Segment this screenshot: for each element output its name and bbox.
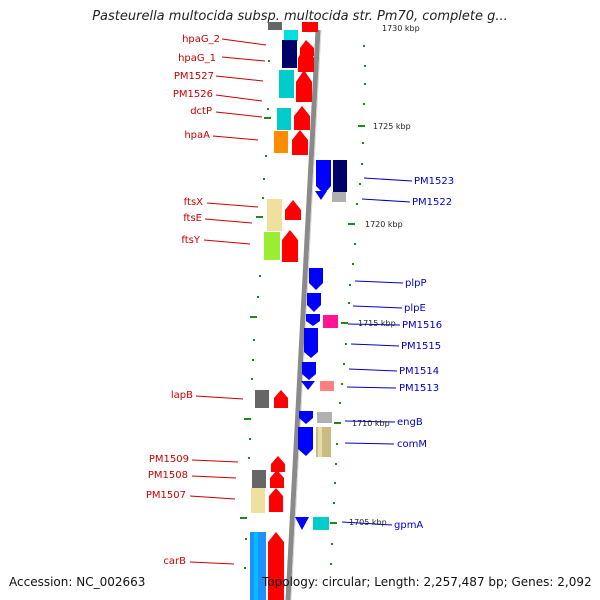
gene-blue-PM1516: [306, 314, 320, 326]
gene-label-hpaA: hpaA: [184, 130, 259, 141]
svg-text:lapB: lapB: [171, 390, 193, 401]
gene-label-plpP: plpP: [354, 278, 427, 289]
svg-text:PM1508: PM1508: [148, 470, 188, 481]
svg-text:ftsY: ftsY: [181, 235, 200, 246]
svg-text:PM1515: PM1515: [401, 341, 441, 352]
gene-label-PM1507: PM1507: [146, 490, 236, 501]
svg-text:PM1513: PM1513: [399, 383, 439, 394]
svg-text:plpP: plpP: [405, 278, 427, 289]
svg-text:PM1526: PM1526: [173, 89, 213, 100]
major-ticks: [240, 117, 365, 524]
gene-label-plpE: plpE: [352, 303, 426, 314]
gene-label-PM1522: PM1522: [361, 197, 452, 208]
svg-text:1730 kbp: 1730 kbp: [382, 24, 420, 33]
gene-cyan-dctP: [277, 108, 291, 130]
genome-summary-text: Topology: circular; Length: 2,257,487 bp…: [262, 575, 592, 589]
svg-text:ftsX: ftsX: [184, 197, 203, 208]
gene-tan-PM1507: [251, 488, 265, 513]
gene-blue-PM1514: [302, 362, 316, 380]
gene-label-PM1509: PM1509: [149, 454, 239, 465]
gene-blue-plpE: [307, 293, 321, 312]
gene-blue-plpP: [309, 268, 323, 290]
gene-blue-gpmA: [295, 517, 309, 530]
svg-text:engB: engB: [397, 417, 423, 428]
gene-label-ftsX: ftsX: [184, 197, 259, 208]
gene-gray-PM1508: [252, 470, 266, 488]
svg-text:PM1509: PM1509: [149, 454, 189, 465]
gene-magenta-PM1516: [323, 315, 338, 328]
svg-text:PM1527: PM1527: [174, 71, 214, 82]
svg-text:ftsE: ftsE: [183, 213, 202, 224]
right-labels: PM1523 PM1522 plpP plpE PM1516 PM1515 PM…: [341, 176, 454, 531]
accession-text: Accession: NC_002663: [9, 575, 146, 589]
kbp-labels: 1730 kbp 1725 kbp 1720 kbp 1715 kbp 1710…: [349, 24, 420, 527]
gene-label-PM1526: PM1526: [173, 89, 263, 102]
gene-navy-hpaG_1: [282, 40, 297, 68]
gene-blue-engB: [299, 411, 313, 424]
svg-text:1705 kbp: 1705 kbp: [349, 518, 387, 527]
gene-label-dctP: dctP: [190, 106, 263, 118]
genome-backbone: [285, 29, 321, 600]
gene-label-lapB: lapB: [171, 390, 244, 401]
gene-cyan-PM1527: [279, 70, 294, 98]
svg-text:1720 kbp: 1720 kbp: [365, 220, 403, 229]
gene-label-PM1514: PM1514: [348, 366, 439, 377]
gene-label-ftsY: ftsY: [181, 235, 251, 246]
gene-label-PM1508: PM1508: [148, 470, 237, 481]
svg-text:PM1516: PM1516: [402, 320, 442, 331]
gene-cyan-gpmA: [313, 517, 329, 530]
gene-label-comM: comM: [344, 439, 427, 450]
gene-label-PM1516: PM1516: [347, 320, 442, 331]
gene-label-ftsE: ftsE: [183, 213, 253, 224]
svg-text:carB: carB: [163, 556, 186, 567]
gene-navy-PM1523: [333, 160, 347, 192]
svg-text:hpaG_2: hpaG_2: [182, 34, 220, 45]
gene-label-carB: carB: [163, 556, 235, 567]
dotted-ticks: [244, 45, 366, 569]
map-title: Pasteurella multocida subsp. multocida s…: [92, 9, 508, 24]
svg-text:dctP: dctP: [190, 106, 212, 117]
svg-text:1710 kbp: 1710 kbp: [352, 419, 390, 428]
gene-blue-PM1523: [316, 160, 331, 194]
svg-text:plpE: plpE: [404, 303, 426, 314]
svg-text:PM1514: PM1514: [399, 366, 439, 377]
gene-label-PM1523: PM1523: [363, 176, 454, 187]
left-labels: hpaG_2 hpaG_1 PM1527 PM1526 dctP hpaA ft…: [146, 34, 267, 567]
svg-text:hpaG_1: hpaG_1: [178, 53, 216, 64]
gene-label-hpaG_1: hpaG_1: [178, 53, 266, 64]
svg-text:hpaA: hpaA: [184, 130, 210, 141]
svg-text:1715 kbp: 1715 kbp: [358, 319, 396, 328]
gene-label-gpmA: gpmA: [341, 520, 423, 531]
gene-cyan-hpaG_2: [284, 30, 298, 41]
gene-tan-ftsX: [267, 199, 282, 231]
svg-text:PM1523: PM1523: [414, 176, 454, 187]
gene-label-PM1513: PM1513: [346, 383, 439, 394]
gene-gray-lapB: [255, 390, 269, 408]
gene-blue-comM: [298, 427, 313, 456]
svg-text:PM1522: PM1522: [412, 197, 452, 208]
gene-blue-PM1515: [304, 328, 318, 358]
svg-text:PM1507: PM1507: [146, 490, 186, 501]
gene-red-hpaG_2-arrow: [302, 22, 318, 32]
right-genes: [295, 160, 347, 530]
svg-text:comM: comM: [397, 439, 427, 450]
gene-label-hpaG_2: hpaG_2: [182, 34, 267, 46]
svg-text:gpmA: gpmA: [394, 520, 423, 531]
gene-orange-hpaA: [274, 131, 288, 153]
gene-label-PM1527: PM1527: [174, 71, 264, 82]
gene-lime-ftsY: [264, 232, 280, 260]
left-genes: [250, 22, 318, 600]
gene-label-engB: engB: [344, 417, 423, 428]
gene-pink-PM1513: [320, 381, 334, 391]
svg-text:1725 kbp: 1725 kbp: [373, 122, 411, 131]
gene-label-PM1515: PM1515: [350, 341, 441, 352]
